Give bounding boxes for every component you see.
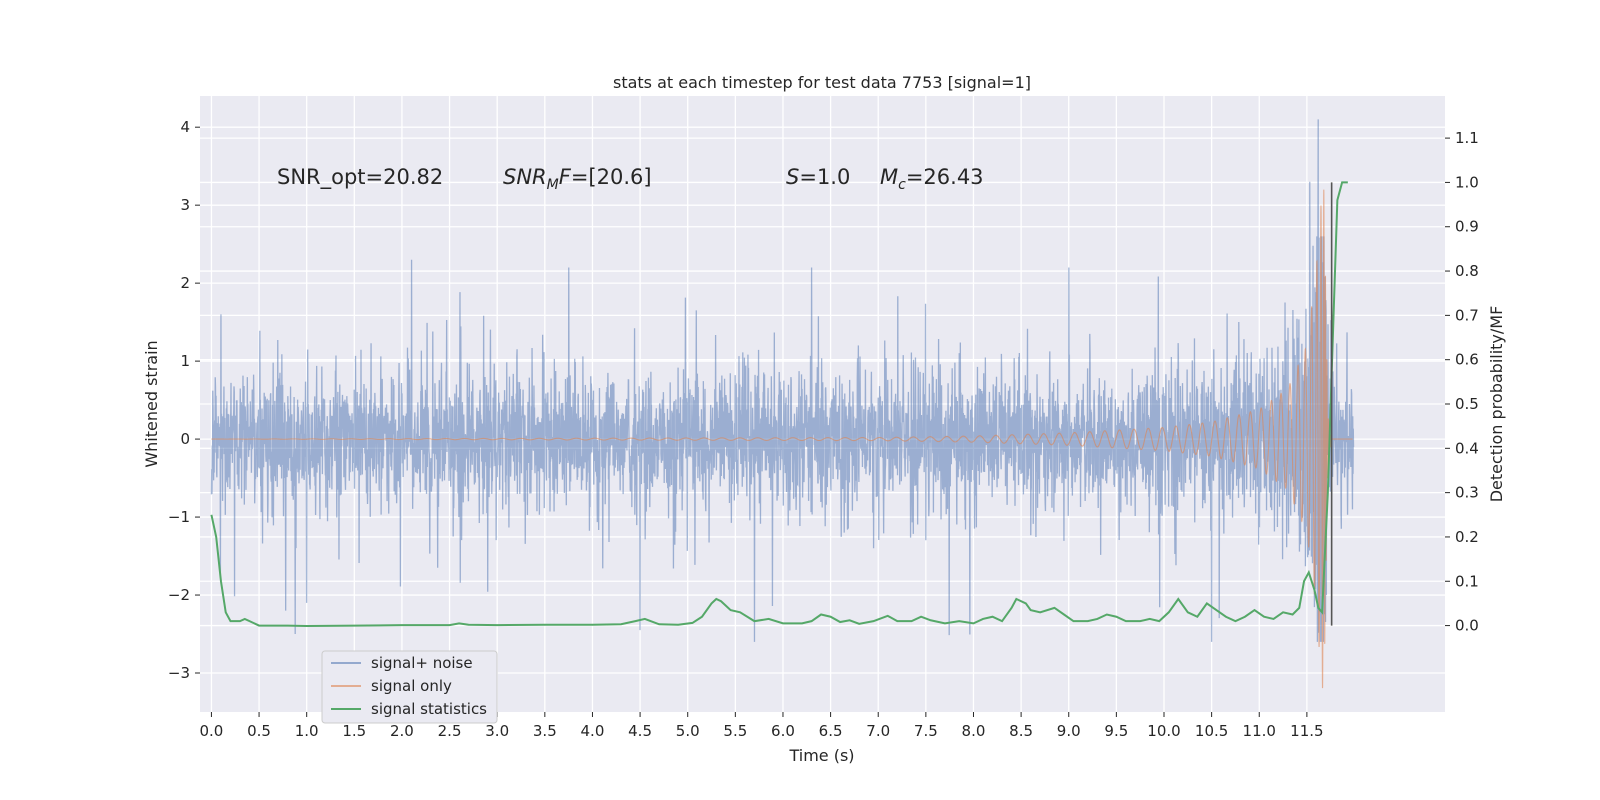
y2-tick-label: 0.5	[1455, 395, 1479, 413]
x-tick-label: 9.0	[1057, 722, 1081, 740]
x-tick-label: 2.5	[438, 722, 462, 740]
y2-tick-label: 0.9	[1455, 218, 1479, 236]
y2-tick-label: 0.8	[1455, 262, 1479, 280]
x-tick-label: 0.5	[247, 722, 271, 740]
annotations: SNR_opt=20.82 SNRMF=[20.6] S=1.0 Mc=26.4…	[277, 165, 984, 193]
legend-label-stats: signal statistics	[371, 700, 487, 718]
x-tick-label: 3.0	[485, 722, 509, 740]
x-tick-label: 1.0	[295, 722, 319, 740]
x-axis-ticks: 0.0 0.5 1.0 1.5 2.0 2.5 3.0 3.5 4.0 4.5 5.0 5.5 6.0 6…	[200, 712, 1324, 740]
y-tick-label: 2	[180, 274, 190, 292]
grid	[200, 96, 1445, 712]
x-tick-label: 7.0	[866, 722, 890, 740]
annotation-snr-mf: SNRMF=[20.6]	[503, 165, 652, 193]
x-tick-label: 6.0	[771, 722, 795, 740]
x-tick-label: 10.0	[1147, 722, 1180, 740]
signal-statistics-line	[210, 181, 1348, 628]
legend-box	[321, 650, 498, 724]
x-tick-label: 11.5	[1290, 722, 1323, 740]
y-tick-label: 1	[180, 352, 190, 370]
annotation-snr-opt: SNR_opt=20.82	[277, 165, 443, 190]
x-tick-label: 2.0	[390, 722, 414, 740]
y2-tick-label: 1.1	[1455, 129, 1479, 147]
y-tick-label: 3	[180, 196, 190, 214]
x-tick-label: 1.5	[342, 722, 366, 740]
x-tick-label: 4.5	[628, 722, 652, 740]
legend-label-noise: signal+ noise	[371, 654, 473, 672]
y-tick-label: −1	[168, 508, 190, 526]
x-tick-label: 5.5	[723, 722, 747, 740]
y2-tick-label: 0.6	[1455, 351, 1479, 369]
annotation-s: S=1.0	[786, 165, 850, 189]
y2-tick-label: 0.7	[1455, 306, 1479, 324]
signal-only-series	[211, 189, 1353, 689]
y2-axis-label: Detection probability/MF	[1487, 306, 1506, 503]
y2-axis-ticks: 0.0 0.1 0.2 0.3 0.4 0.5 0.6 0.7 0.8 0.9 1.0 1.1	[1445, 129, 1479, 635]
y-tick-label: −2	[168, 586, 190, 604]
x-tick-label: 9.5	[1104, 722, 1128, 740]
x-tick-label: 8.0	[962, 722, 986, 740]
legend-label-signal: signal only	[371, 677, 452, 695]
annotation-mc: Mc=26.43	[880, 165, 984, 193]
y2-tick-label: 1.0	[1455, 173, 1479, 191]
y-tick-label: −3	[168, 664, 190, 682]
legend: signal+ noise signal only signal statist…	[321, 650, 498, 724]
x-tick-label: 4.0	[581, 722, 605, 740]
x-tick-label: 5.0	[676, 722, 700, 740]
y2-tick-label: 0.0	[1455, 617, 1479, 635]
y-axis-label: Whitened strain	[142, 340, 161, 467]
y-tick-label: 4	[180, 118, 190, 136]
x-axis-label: Time (s)	[788, 746, 854, 765]
x-tick-label: 11.0	[1243, 722, 1276, 740]
signal-noise-series	[210, 119, 1355, 642]
y2-tick-label: 0.1	[1455, 572, 1479, 590]
x-tick-label: 7.5	[914, 722, 938, 740]
y2-tick-label: 0.4	[1455, 439, 1479, 457]
y-tick-label: 0	[180, 430, 190, 448]
signal-statistics-series	[210, 181, 1348, 628]
y2-tick-label: 0.2	[1455, 528, 1479, 546]
x-tick-label: 6.5	[819, 722, 843, 740]
chart-title: stats at each timestep for test data 775…	[613, 73, 1031, 92]
y2-tick-label: 0.3	[1455, 484, 1479, 502]
x-tick-label: 0.0	[200, 722, 224, 740]
signal-noise-line	[210, 119, 1355, 642]
x-tick-label: 10.5	[1195, 722, 1228, 740]
signal-only-line	[211, 189, 1353, 689]
x-tick-label: 8.5	[1009, 722, 1033, 740]
y-axis-ticks: −3 −2 −1 0 1 2 3 4	[168, 118, 200, 682]
x-tick-label: 3.5	[533, 722, 557, 740]
